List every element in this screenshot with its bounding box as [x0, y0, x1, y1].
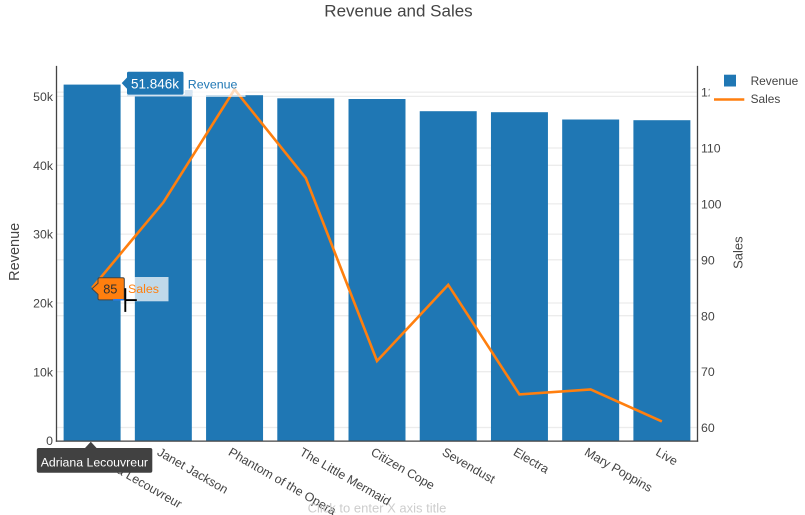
svg-text:85: 85: [103, 282, 117, 297]
svg-text:40k: 40k: [33, 159, 54, 173]
svg-text:Sales: Sales: [128, 282, 159, 296]
svg-text:Sales: Sales: [730, 236, 745, 269]
svg-text:100: 100: [701, 198, 722, 212]
svg-text:Revenue and Sales: Revenue and Sales: [324, 2, 472, 21]
svg-text:Click to enter X axis title: Click to enter X axis title: [308, 501, 447, 515]
svg-text:30k: 30k: [33, 228, 54, 242]
svg-text:110: 110: [701, 142, 721, 156]
svg-text:51.846k: 51.846k: [131, 76, 179, 91]
svg-text:20k: 20k: [33, 297, 54, 311]
svg-text:10k: 10k: [33, 365, 54, 379]
svg-text:Revenue: Revenue: [188, 78, 238, 92]
svg-text:70: 70: [701, 365, 715, 379]
svg-text:Adriana Lecouvreur: Adriana Lecouvreur: [41, 455, 148, 469]
svg-text:Revenue: Revenue: [751, 74, 799, 88]
svg-text:50k: 50k: [33, 90, 54, 104]
svg-text:0: 0: [46, 434, 53, 448]
svg-text:Sales: Sales: [751, 92, 781, 106]
svg-text:80: 80: [701, 309, 715, 323]
svg-text:Revenue: Revenue: [7, 223, 23, 281]
svg-text:90: 90: [701, 253, 715, 267]
svg-text:60: 60: [701, 421, 715, 435]
